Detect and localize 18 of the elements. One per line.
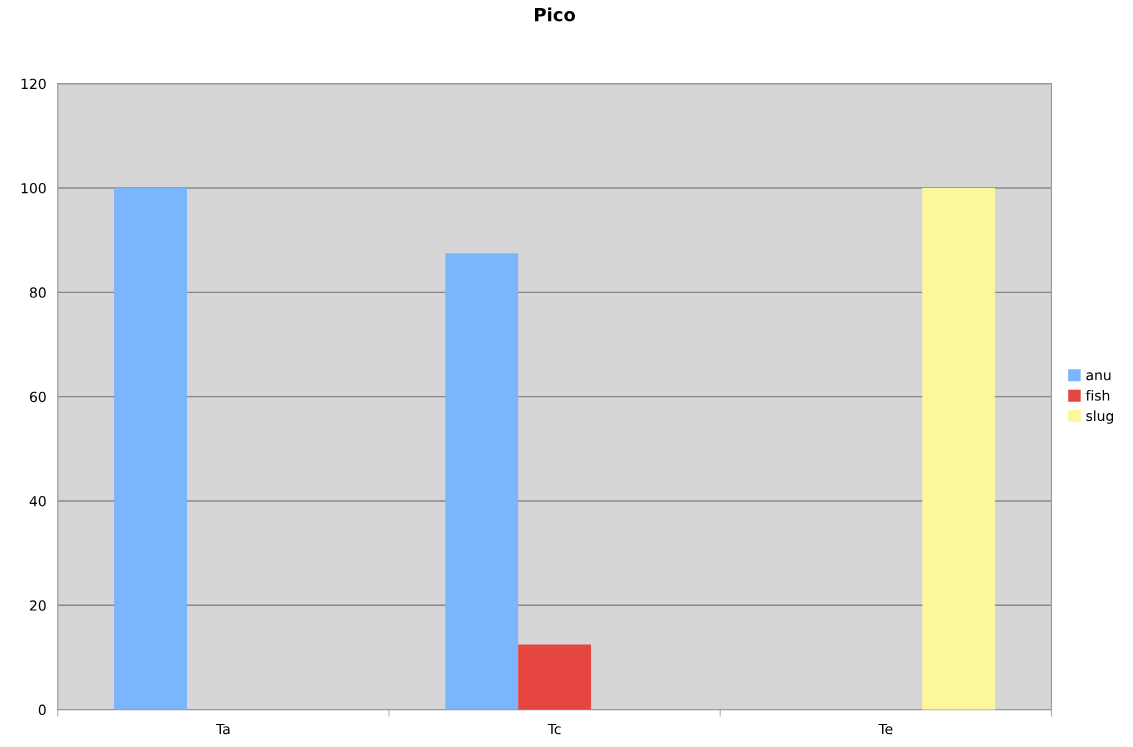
x-tick-label: Ta [216,723,230,735]
legend-label: fish [1085,389,1110,401]
y-tick-label: 60 [29,391,46,403]
y-tick-label: 20 [30,600,46,611]
legend-label: slug [1086,410,1114,424]
legend-label: anu [1086,372,1111,381]
y-tick-label: 0 [38,704,46,716]
bar [518,644,592,710]
x-tick-label: Tc [547,723,561,735]
y-tick-label: 120 [21,78,46,90]
bar [922,187,996,710]
bar [114,187,187,710]
y-tick-label: 100 [21,182,46,194]
chart-title: Pico [535,7,576,22]
y-tick-label: 40 [29,495,46,507]
bar [445,253,519,710]
y-tick-label: 80 [29,287,46,298]
x-tick-label: Te [878,723,893,735]
